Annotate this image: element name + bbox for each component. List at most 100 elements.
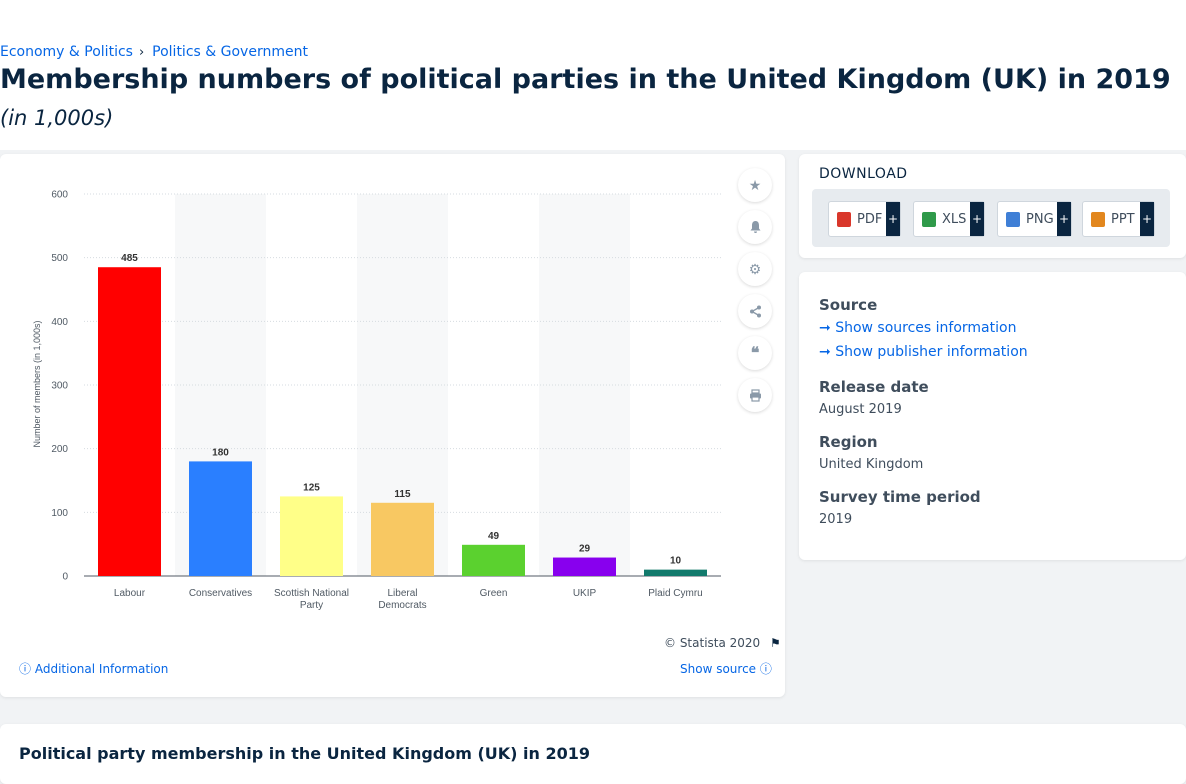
- plus-icon[interactable]: +: [970, 202, 984, 236]
- x-tick-label-line: Green: [480, 588, 508, 599]
- star-icon[interactable]: ★: [738, 168, 772, 202]
- release-date-value: August 2019: [819, 402, 902, 417]
- region-value: United Kingdom: [819, 457, 924, 472]
- bar: [553, 557, 616, 576]
- x-tick-label: Scottish National Party: [274, 588, 349, 611]
- copyright-notice: © Statista 2020 ⚑: [664, 636, 781, 650]
- bar: [644, 569, 707, 576]
- xls-file-icon: [922, 211, 936, 227]
- data-label: 125: [303, 482, 320, 493]
- data-label: 49: [488, 531, 500, 542]
- show-sources-link[interactable]: ➞ Show sources information: [819, 320, 1016, 336]
- x-tick-label: Green: [480, 588, 508, 599]
- download-ppt-button[interactable]: PPT +: [1082, 201, 1155, 237]
- download-pdf-label: PDF: [857, 211, 883, 227]
- gear-icon[interactable]: ⚙: [738, 252, 772, 286]
- x-tick-label: Plaid Cymru: [648, 588, 702, 599]
- breadcrumb-separator: ›: [138, 45, 145, 60]
- show-source-link[interactable]: Show source ⓘ: [680, 660, 772, 677]
- data-label: 29: [579, 544, 591, 555]
- x-tick-label-line: Party: [300, 600, 323, 611]
- plus-icon[interactable]: +: [886, 202, 900, 236]
- page-subtitle: (in 1,000s): [0, 106, 114, 130]
- bar: [189, 461, 252, 576]
- download-xls-button[interactable]: XLS +: [913, 201, 985, 237]
- ppt-file-icon: [1091, 211, 1105, 227]
- show-source-label: Show source: [680, 662, 757, 676]
- header-area: [0, 0, 1186, 150]
- x-tick-label: Conservatives: [189, 588, 252, 599]
- data-label: 115: [394, 489, 411, 500]
- x-tick-label-line: Democrats: [378, 600, 426, 611]
- arrow-right-icon: ➞: [819, 320, 831, 336]
- download-pdf-button[interactable]: PDF +: [828, 201, 901, 237]
- show-sources-label: Show sources information: [835, 320, 1017, 336]
- x-tick-label: UKIP: [573, 588, 597, 599]
- x-tick-label-line: UKIP: [573, 588, 597, 599]
- description-card: Political party membership in the United…: [0, 724, 1186, 784]
- column-band: [539, 194, 630, 576]
- y-tick-label: 100: [51, 508, 68, 519]
- download-heading: DOWNLOAD: [819, 166, 908, 182]
- survey-period-value: 2019: [819, 512, 853, 527]
- y-tick-label: 200: [51, 444, 68, 455]
- plus-icon[interactable]: +: [1140, 202, 1154, 236]
- plus-icon[interactable]: +: [1057, 202, 1071, 236]
- info-icon: ⓘ: [759, 662, 772, 676]
- y-tick-label: 0: [62, 572, 68, 583]
- flag-icon[interactable]: ⚑: [770, 636, 781, 650]
- y-tick-label: 600: [51, 190, 68, 201]
- x-tick-label-line: Labour: [114, 588, 146, 599]
- release-date-heading: Release date: [819, 378, 929, 396]
- bar: [462, 544, 525, 576]
- y-axis-label: Number of members (in 1,000s): [32, 320, 42, 447]
- x-tick-label-line: Plaid Cymru: [648, 588, 702, 599]
- download-ppt-label: PPT: [1111, 211, 1135, 227]
- bar: [98, 267, 161, 576]
- download-png-label: PNG: [1026, 211, 1054, 227]
- x-tick-label: Liberal Democrats: [378, 588, 426, 611]
- pdf-file-icon: [837, 211, 851, 227]
- survey-period-heading: Survey time period: [819, 488, 981, 506]
- breadcrumb-item-economy[interactable]: Economy & Politics: [0, 44, 133, 60]
- chart-card: 0 100 200 300 400 500 600 Number of members (in…: [0, 154, 785, 697]
- bell-icon[interactable]: [738, 210, 772, 244]
- arrow-right-icon: ➞: [819, 344, 831, 360]
- data-label: 10: [670, 556, 682, 567]
- quote-icon[interactable]: ❝: [738, 336, 772, 370]
- chart-toolbar: ★ ⚙ ❝: [738, 168, 772, 420]
- print-icon[interactable]: [738, 378, 772, 412]
- share-icon[interactable]: [738, 294, 772, 328]
- region-heading: Region: [819, 433, 878, 451]
- source-card: Source ➞ Show sources information ➞ Show…: [799, 272, 1186, 560]
- show-publisher-link[interactable]: ➞ Show publisher information: [819, 344, 1028, 360]
- png-file-icon: [1006, 211, 1020, 227]
- bar: [280, 496, 343, 576]
- copyright-text: © Statista 2020: [664, 636, 761, 650]
- x-tick-label-line: Conservatives: [189, 588, 252, 599]
- x-tick-label-line: Scottish National: [274, 588, 349, 599]
- download-card: DOWNLOAD PDF + XLS + PNG + PPT +: [799, 154, 1186, 258]
- breadcrumb: Economy & Politics › Politics & Government: [0, 44, 314, 60]
- x-tick-label: Labour: [114, 588, 146, 599]
- additional-information-link[interactable]: ⓘ Additional Information: [19, 660, 168, 677]
- y-tick-label: 300: [51, 381, 68, 392]
- data-label: 180: [212, 447, 229, 458]
- download-buttons: PDF + XLS + PNG + PPT +: [812, 189, 1170, 247]
- bar: [371, 502, 434, 576]
- data-label: 485: [121, 253, 138, 264]
- y-tick-label: 500: [51, 253, 68, 264]
- page-title: Membership numbers of political parties …: [0, 64, 1171, 95]
- source-heading: Source: [819, 296, 878, 314]
- info-icon: ⓘ: [19, 662, 32, 676]
- show-publisher-label: Show publisher information: [835, 344, 1028, 360]
- x-tick-label-line: Liberal: [387, 588, 417, 599]
- download-png-button[interactable]: PNG +: [997, 201, 1072, 237]
- additional-information-label: Additional Information: [34, 662, 169, 676]
- breadcrumb-item-politics[interactable]: Politics & Government: [152, 44, 308, 60]
- description-title: Political party membership in the United…: [19, 744, 591, 763]
- y-tick-label: 400: [51, 317, 68, 328]
- bar-chart: 0 100 200 300 400 500 600 Number of members (in…: [32, 190, 721, 611]
- download-xls-label: XLS: [942, 211, 967, 227]
